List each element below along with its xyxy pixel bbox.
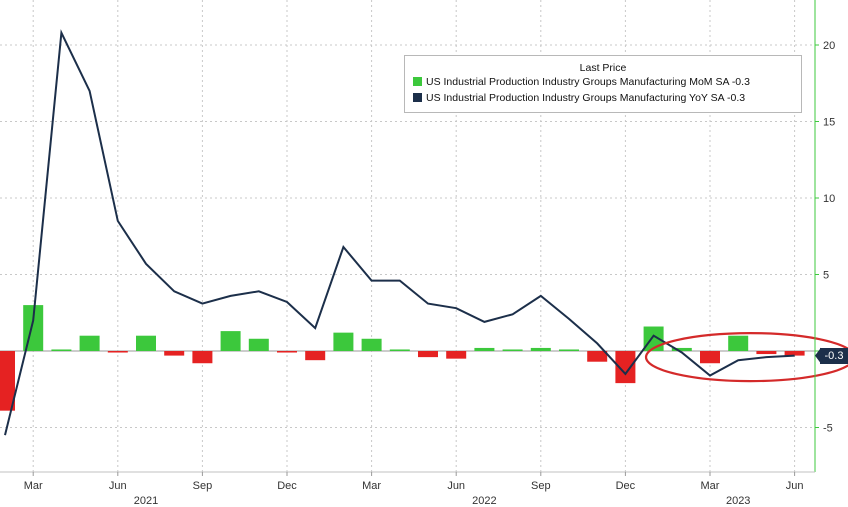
- legend-last-yoy: -0.3: [726, 92, 746, 104]
- mom-bar: [79, 335, 100, 351]
- y-axis: -5 5 10 15 20: [815, 40, 835, 435]
- legend-item-mom: US Industrial Production Industry Groups…: [413, 76, 750, 89]
- legend-swatch-mom: [413, 77, 422, 86]
- mom-bar: [277, 351, 297, 353]
- x-tick-label: Dec: [616, 480, 636, 492]
- mom-bar: [107, 351, 128, 353]
- mom-bar: [615, 351, 636, 384]
- highlight-ellipse: [644, 332, 848, 383]
- legend-title: Last Price: [579, 62, 627, 74]
- x-tick-label: Jun: [786, 480, 804, 492]
- mom-bars: [0, 305, 805, 411]
- legend-swatch-yoy: [413, 93, 422, 102]
- x-tick-label: Sep: [531, 480, 551, 492]
- mom-bar: [671, 347, 692, 351]
- mom-bar: [192, 351, 213, 364]
- x-tick-label: Mar: [24, 480, 43, 492]
- x-tick-label: Jun: [109, 480, 127, 492]
- mom-bar: [248, 338, 269, 351]
- mom-bar: [530, 347, 551, 351]
- x-year-label: 2023: [726, 495, 750, 507]
- mom-bar: [418, 351, 438, 358]
- mom-bar: [361, 338, 382, 351]
- mom-bar: [502, 349, 523, 351]
- x-year-label: 2021: [134, 495, 158, 507]
- mom-bar: [728, 335, 749, 351]
- mom-bar: [0, 351, 15, 411]
- mom-bar: [784, 351, 805, 356]
- x-tick-label: Sep: [193, 480, 213, 492]
- x-tick-label: Mar: [701, 480, 720, 492]
- last-value-badge: -0.3: [820, 347, 848, 364]
- mom-bar: [136, 335, 156, 351]
- mom-bar: [333, 332, 354, 351]
- x-tick-label: Jun: [447, 480, 465, 492]
- x-tick-label: Mar: [362, 480, 381, 492]
- x-year-label: 2022: [472, 495, 496, 507]
- mom-bar: [474, 347, 495, 351]
- mom-bar: [446, 351, 467, 359]
- y-tick-label: 20: [823, 40, 835, 52]
- mom-bar: [164, 351, 185, 356]
- mom-bar: [389, 349, 410, 351]
- legend-last-mom: -0.3: [731, 76, 750, 88]
- mom-bar: [559, 349, 579, 351]
- legend-item-yoy: US Industrial Production Industry Groups…: [413, 92, 745, 105]
- legend-label-yoy: US Industrial Production Industry Groups…: [426, 92, 725, 104]
- mom-bar: [305, 351, 326, 361]
- mom-bar: [587, 351, 608, 362]
- mom-bar: [700, 351, 720, 364]
- x-tick-label: Dec: [277, 480, 297, 492]
- y-tick-label: 10: [823, 193, 835, 205]
- mom-bar: [51, 349, 72, 351]
- last-value-pointer: [815, 347, 821, 364]
- mom-bar: [220, 331, 241, 351]
- mom-bar: [756, 351, 777, 355]
- y-tick-label: 15: [823, 117, 835, 129]
- y-tick-label: -5: [823, 423, 833, 435]
- x-axis: Mar Jun Sep Dec Mar Jun Sep Dec Mar Jun 2021 2022 20…: [24, 472, 804, 507]
- legend: Last Price US Industrial Production Indu…: [404, 55, 802, 113]
- chart-grid: [0, 0, 815, 472]
- yoy-line: [4, 29, 795, 436]
- legend-label-mom: US Industrial Production Industry Groups…: [426, 76, 729, 88]
- y-tick-label: 5: [823, 270, 829, 282]
